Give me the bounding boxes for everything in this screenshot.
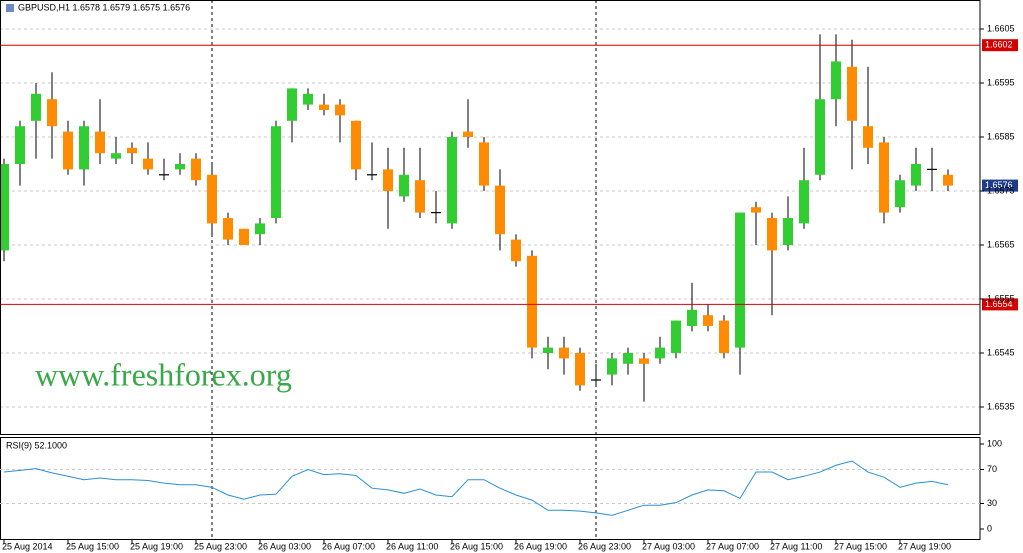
candle-body bbox=[447, 137, 457, 224]
rsi-title: RSI(9) 52.1000 bbox=[6, 440, 67, 450]
candle-body bbox=[767, 218, 777, 251]
y-tick-label: 1.6535 bbox=[987, 401, 1015, 411]
watermark: www.freshforex.org bbox=[35, 356, 292, 392]
candle-body bbox=[0, 164, 9, 251]
y-tick-label: 1.6555 bbox=[987, 293, 1015, 303]
candle-body bbox=[47, 99, 57, 127]
candle-body bbox=[911, 164, 921, 186]
y-tick-label: 1.6575 bbox=[987, 185, 1015, 195]
rsi-frame bbox=[0, 437, 981, 540]
candle-body bbox=[543, 347, 553, 353]
x-tick-label: 26 Aug 11:00 bbox=[386, 541, 438, 551]
candle-body bbox=[143, 158, 153, 170]
level-label: 1.6602 bbox=[985, 40, 1013, 50]
x-tick-label: 27 Aug 03:00 bbox=[642, 541, 695, 551]
candle-body bbox=[559, 347, 569, 359]
candle-body bbox=[127, 147, 137, 154]
candle-body bbox=[31, 93, 41, 121]
candle-body bbox=[399, 174, 409, 197]
level-label-box bbox=[982, 39, 1018, 52]
candle-body bbox=[63, 131, 73, 170]
x-tick-label: 25 Aug 2014 bbox=[2, 541, 53, 551]
x-tick-label: 26 Aug 23:00 bbox=[578, 541, 631, 551]
candle-body bbox=[303, 93, 313, 105]
last-price-label: 1.6576 bbox=[985, 180, 1013, 190]
y-tick-label: 70 bbox=[987, 464, 997, 474]
candle-body bbox=[175, 164, 185, 170]
candle-body bbox=[415, 180, 425, 213]
candle-body bbox=[719, 320, 729, 353]
candle-body bbox=[751, 207, 761, 213]
y-tick-label: 1.6605 bbox=[987, 23, 1015, 33]
candle-body bbox=[655, 347, 665, 359]
candle-body bbox=[799, 180, 809, 224]
y-tick-label: 0 bbox=[987, 523, 992, 533]
candle-body bbox=[623, 353, 633, 364]
candle-body bbox=[943, 174, 953, 186]
y-tick-label: 30 bbox=[987, 498, 997, 508]
x-tick-label: 26 Aug 03:00 bbox=[258, 541, 311, 551]
level-label: 1.6554 bbox=[985, 299, 1013, 309]
candle-body bbox=[255, 223, 265, 235]
candle-body bbox=[863, 126, 873, 148]
candle-body bbox=[111, 153, 121, 159]
x-tick-label: 26 Aug 15:00 bbox=[450, 541, 503, 551]
x-tick-label: 25 Aug 23:00 bbox=[194, 541, 247, 551]
candle-body bbox=[879, 142, 889, 213]
candle-body bbox=[15, 126, 25, 164]
candle-body bbox=[687, 309, 697, 326]
candle-body bbox=[783, 218, 793, 245]
x-tick-label: 27 Aug 19:00 bbox=[898, 541, 951, 551]
candle-body bbox=[207, 174, 217, 224]
candle-body bbox=[95, 131, 105, 154]
candle-body bbox=[895, 180, 905, 208]
y-tick-label: 1.6595 bbox=[987, 77, 1015, 87]
last-price-box bbox=[982, 179, 1018, 192]
candle-body bbox=[511, 239, 521, 262]
chart-title: GBPUSD,H1 1.6578 1.6579 1.6575 1.6576 bbox=[18, 2, 190, 12]
candle-body bbox=[671, 320, 681, 353]
x-tick-label: 26 Aug 19:00 bbox=[514, 541, 567, 551]
candle-body bbox=[479, 142, 489, 186]
symbol-icon bbox=[6, 4, 14, 12]
candle-body bbox=[287, 88, 297, 121]
x-tick-label: 27 Aug 11:00 bbox=[770, 541, 822, 551]
candle-body bbox=[335, 104, 345, 116]
x-tick-label: 27 Aug 07:00 bbox=[706, 541, 759, 551]
candle-body bbox=[575, 353, 585, 386]
candle-body bbox=[815, 99, 825, 175]
candle-body bbox=[191, 158, 201, 181]
candle-body bbox=[703, 315, 713, 326]
x-tick-label: 27 Aug 15:00 bbox=[834, 541, 887, 551]
candle-body bbox=[463, 131, 473, 137]
candle-body bbox=[271, 126, 281, 218]
candle-body bbox=[239, 228, 249, 245]
candle-body bbox=[607, 358, 617, 375]
y-tick-label: 1.6565 bbox=[987, 239, 1015, 249]
main-frame bbox=[0, 0, 981, 435]
y-tick-label: 100 bbox=[987, 438, 1002, 448]
x-tick-label: 26 Aug 07:00 bbox=[322, 541, 375, 551]
candle-body bbox=[735, 212, 745, 348]
candle-body bbox=[383, 169, 393, 191]
y-tick-label: 1.6545 bbox=[987, 347, 1015, 357]
candle-body bbox=[223, 218, 233, 240]
x-tick-label: 25 Aug 19:00 bbox=[130, 541, 183, 551]
candle-body bbox=[527, 255, 537, 348]
candle-body bbox=[639, 358, 649, 364]
main-plot bbox=[0, 28, 980, 408]
x-tick-label: 25 Aug 15:00 bbox=[66, 541, 119, 551]
candle-body bbox=[847, 66, 857, 121]
candle-body bbox=[79, 126, 89, 170]
y-tick-label: 1.6585 bbox=[987, 131, 1015, 141]
candle-body bbox=[319, 104, 329, 110]
rsi-line bbox=[3, 460, 949, 516]
candle-body bbox=[495, 185, 505, 235]
candle-body bbox=[831, 61, 841, 100]
overlay: 1.6602 1.6554 1.6576 bbox=[0, 39, 1018, 311]
level-label-box bbox=[982, 298, 1018, 311]
candle-body bbox=[351, 120, 361, 170]
